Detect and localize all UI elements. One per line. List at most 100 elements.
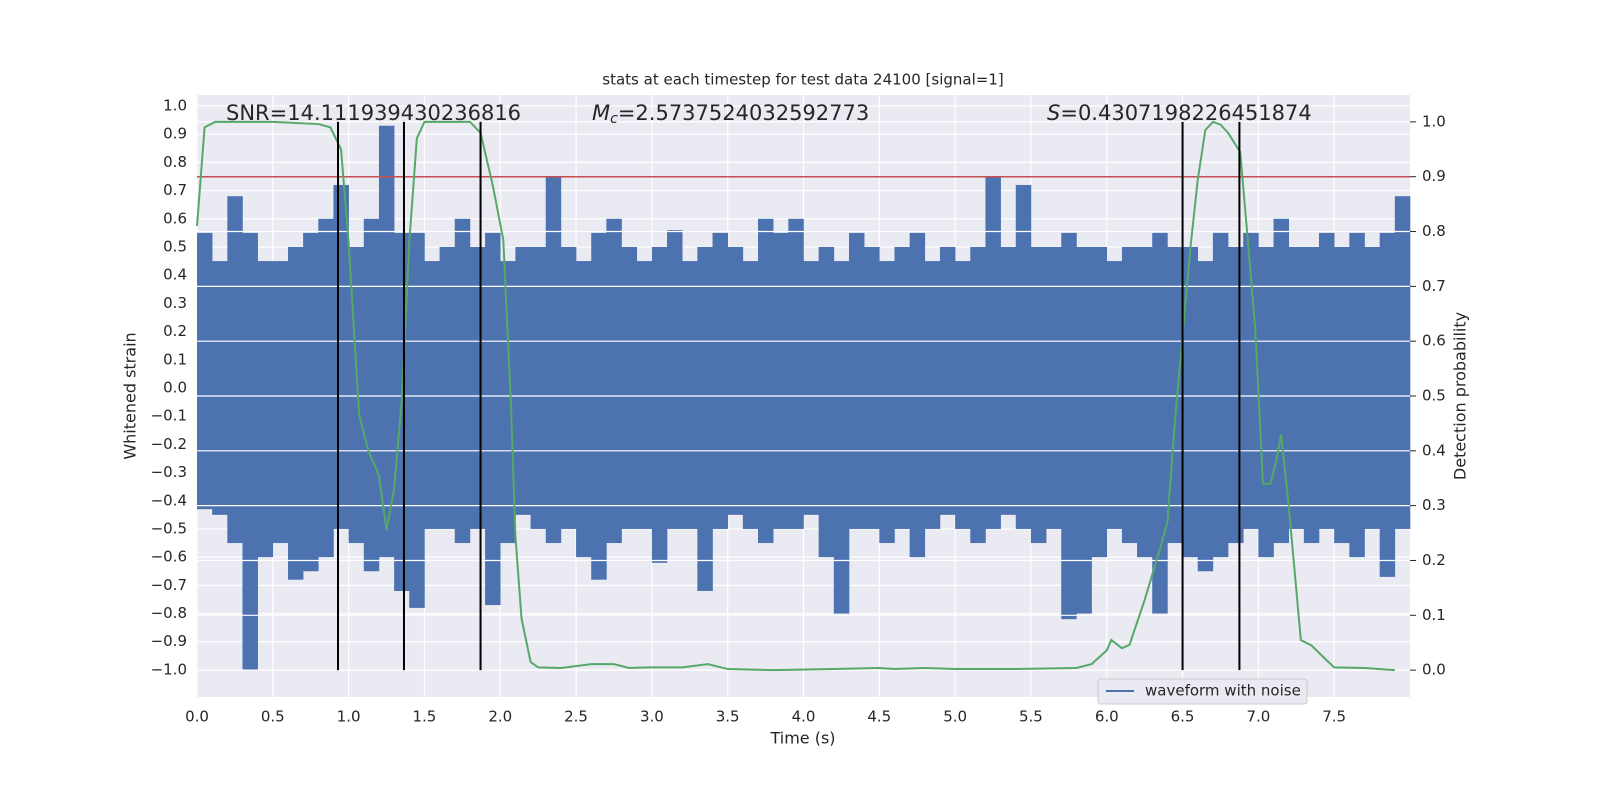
- y2-tick-label: 0.0: [1422, 661, 1446, 679]
- plot-layer: [196, 95, 1411, 697]
- waveform-bin: [682, 261, 698, 529]
- annotation: S=0.4307198226451874: [1047, 101, 1312, 125]
- annotation-text: =0.4307198226451874: [1060, 101, 1311, 125]
- waveform-bin: [651, 246, 668, 563]
- y-tick-label: −0.9: [151, 632, 187, 650]
- y-tick-label: −0.7: [151, 576, 187, 594]
- waveform-bin: [606, 218, 622, 544]
- waveform-bin: [1243, 232, 1259, 529]
- waveform-bin: [1288, 246, 1305, 529]
- annotation: SNR=14.111939430236816: [226, 101, 521, 125]
- y-tick-label: 0.6: [163, 209, 187, 227]
- x-tick-label: 0.0: [185, 708, 209, 726]
- waveform-bin: [1076, 246, 1092, 614]
- annotation: Mc=2.5737524032592773: [592, 101, 869, 127]
- waveform-bin: [212, 261, 228, 515]
- waveform-bin: [1319, 232, 1335, 529]
- waveform-bin: [1349, 232, 1365, 558]
- probability-line: [196, 120, 1395, 672]
- waveform-bin: [591, 232, 607, 580]
- waveform-bin: [1091, 246, 1108, 558]
- waveform-bin: [667, 230, 683, 529]
- waveform-bin: [1303, 246, 1320, 544]
- legend-box: [1097, 678, 1308, 705]
- x-axis-label: Time (s): [769, 729, 835, 748]
- y-tick-label: −1.0: [151, 660, 187, 678]
- waveform-bin: [576, 261, 592, 558]
- waveform-bin: [788, 218, 804, 529]
- waveform-bin: [530, 246, 547, 529]
- waveform-bin: [1334, 246, 1350, 544]
- waveform-bin: [1197, 261, 1214, 572]
- y-tick-label: −0.5: [151, 519, 187, 537]
- y-tick-label: 0.9: [163, 125, 187, 143]
- waveform-bin: [621, 246, 638, 529]
- y-tick-label: −0.6: [151, 548, 187, 566]
- waveform-bin: [363, 218, 380, 572]
- y-tick-label: 0.7: [163, 181, 187, 199]
- waveform-bin: [1212, 232, 1229, 558]
- x-tick-label: 6.0: [1095, 708, 1119, 726]
- legend: waveform with noise: [1097, 678, 1308, 705]
- waveform-bin: [712, 232, 728, 529]
- waveform-bin: [833, 261, 850, 614]
- waveform-bin: [1061, 232, 1077, 620]
- waveform-bin: [742, 261, 759, 529]
- x-tick-label: 4.5: [867, 708, 891, 726]
- y-tick-label: −0.8: [151, 604, 187, 622]
- y2-tick-label: 0.3: [1422, 496, 1446, 514]
- x-tick-label: 2.0: [488, 708, 512, 726]
- x-tick-label: 6.5: [1171, 708, 1195, 726]
- waveform-bin: [1182, 246, 1199, 558]
- waveform-bin: [560, 246, 577, 529]
- x-tick-label: 1.0: [337, 708, 361, 726]
- annotation-text: SNR=14.111939430236816: [226, 101, 521, 125]
- y-tick-label: 0.5: [163, 237, 187, 255]
- y-tick-label: 0.0: [163, 378, 187, 396]
- waveform-bin: [1046, 246, 1062, 529]
- x-tick-label: 5.5: [1019, 708, 1043, 726]
- waveform-bin: [909, 232, 926, 558]
- y-tick-label: 0.1: [163, 350, 187, 368]
- waveform-bin: [1258, 246, 1274, 558]
- waveform-bin: [818, 246, 835, 558]
- y2-tick-label: 0.7: [1422, 277, 1446, 295]
- y-tick-label: 0.2: [163, 322, 187, 340]
- waveform-bin: [287, 246, 304, 580]
- waveform-bin: [803, 261, 819, 515]
- y-tick-label: 0.4: [163, 266, 187, 284]
- waveform-bin: [1394, 196, 1411, 529]
- waveform-bin: [955, 261, 971, 529]
- x-tick-label: 7.5: [1322, 708, 1346, 726]
- waveform-bin: [924, 261, 941, 529]
- waveform-bin: [1000, 246, 1017, 515]
- chart-title: stats at each timestep for test data 241…: [602, 71, 1003, 89]
- waveform-bin: [227, 196, 243, 544]
- waveform-bin: [1364, 246, 1380, 529]
- y2-tick-label: 0.6: [1422, 332, 1446, 350]
- x-tick-label: 5.0: [943, 708, 967, 726]
- waveform-bin: [1015, 184, 1032, 529]
- x-tick-label: 3.5: [716, 708, 740, 726]
- annotation-symbol: S: [1047, 101, 1060, 125]
- waveform-bin: [879, 261, 895, 544]
- y-tick-label: 1.0: [163, 96, 187, 114]
- waveform-bin: [318, 218, 334, 558]
- y2-tick-label: 0.9: [1422, 167, 1446, 185]
- waveform-bin: [636, 261, 653, 529]
- y-axis-label: Whitened strain: [121, 332, 140, 459]
- waveform-bin: [439, 246, 456, 529]
- y2-tick-label: 0.8: [1422, 222, 1446, 240]
- x-tick-label: 2.5: [564, 708, 588, 726]
- waveform-bin: [985, 176, 1001, 529]
- waveform-bin: [257, 261, 274, 558]
- waveform-bin: [469, 246, 486, 529]
- waveform-bin: [1379, 232, 1396, 577]
- waveform-bin: [848, 232, 865, 529]
- annotation-subscript: c: [610, 111, 618, 127]
- y-tick-label: −0.2: [151, 435, 187, 453]
- waveform-bin: [515, 246, 531, 515]
- x-tick-label: 1.5: [413, 708, 437, 726]
- y2-tick-label: 0.5: [1422, 387, 1446, 405]
